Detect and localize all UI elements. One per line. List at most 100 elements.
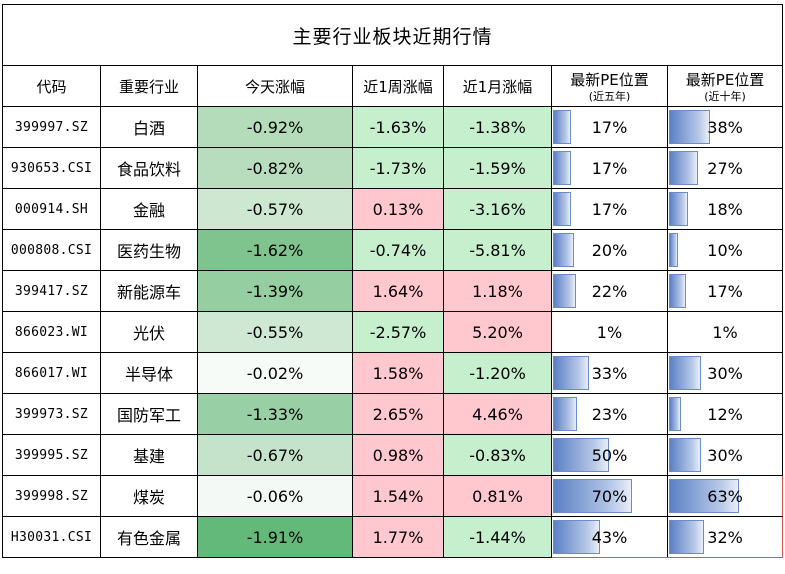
cell-pe-5y[interactable]: 70%: [551, 475, 668, 517]
cell-code[interactable]: 399973.SZ: [2, 393, 101, 435]
cell-industry[interactable]: 有色金属: [100, 516, 198, 558]
cell-month-change[interactable]: 4.46%: [443, 393, 552, 435]
cell-week-change[interactable]: 1.58%: [352, 352, 444, 394]
cell-industry[interactable]: 国防军工: [100, 393, 198, 435]
cell-pe-5y[interactable]: 43%: [551, 516, 668, 558]
cell-week-change[interactable]: 1.54%: [352, 475, 444, 517]
cell-today-change[interactable]: -0.92%: [197, 106, 353, 148]
cell-week-change[interactable]: -1.63%: [352, 106, 444, 148]
cell-today-change[interactable]: -0.57%: [197, 188, 353, 230]
cell-pe-10y[interactable]: 30%: [666, 434, 784, 476]
cell-pe-10y[interactable]: 63%: [666, 475, 784, 517]
pe-data-bar: [669, 397, 681, 431]
cell-industry[interactable]: 新能源车: [100, 270, 198, 312]
cell-pe-5y[interactable]: 23%: [551, 393, 668, 435]
pe-data-bar: [553, 356, 589, 390]
table-row: 399997.SZ 白酒 -0.92% -1.63% -1.38% 17% 38%: [2, 106, 784, 148]
cell-code[interactable]: H30031.CSI: [2, 516, 101, 558]
cell-industry[interactable]: 光伏: [100, 311, 198, 353]
cell-pe-5y[interactable]: 50%: [551, 434, 668, 476]
header-pe-10y[interactable]: 最新PE位置 (近十年): [666, 65, 784, 107]
pe-data-bar: [553, 274, 577, 308]
cell-pe-5y[interactable]: 17%: [551, 188, 668, 230]
cell-industry[interactable]: 食品饮料: [100, 147, 198, 189]
cell-month-change[interactable]: -1.59%: [443, 147, 552, 189]
pe-value: 17%: [707, 281, 743, 301]
pe-value: 43%: [591, 527, 628, 547]
cell-pe-10y[interactable]: 30%: [666, 352, 784, 394]
table-row: 399973.SZ 国防军工 -1.33% 2.65% 4.46% 23% 12%: [2, 393, 784, 435]
cell-pe-5y[interactable]: 33%: [551, 352, 668, 394]
cell-week-change[interactable]: 1.64%: [352, 270, 444, 312]
cell-industry[interactable]: 半导体: [100, 352, 198, 394]
cell-month-change[interactable]: -1.38%: [443, 106, 552, 148]
cell-pe-10y[interactable]: 38%: [666, 106, 784, 148]
header-month-change[interactable]: 近1月涨幅: [443, 65, 552, 107]
cell-week-change[interactable]: 1.77%: [352, 516, 444, 558]
cell-month-change[interactable]: -0.83%: [443, 434, 552, 476]
cell-pe-5y[interactable]: 1%: [551, 311, 668, 353]
pe-data-bar: [553, 479, 632, 513]
cell-pe-10y[interactable]: 18%: [666, 188, 784, 230]
cell-code[interactable]: 930653.CSI: [2, 147, 101, 189]
cell-week-change[interactable]: -0.74%: [352, 229, 444, 271]
cell-month-change[interactable]: -1.44%: [443, 516, 552, 558]
cell-pe-5y[interactable]: 22%: [551, 270, 668, 312]
cell-today-change[interactable]: -0.02%: [197, 352, 353, 394]
cell-today-change[interactable]: -0.55%: [197, 311, 353, 353]
cell-industry[interactable]: 煤炭: [100, 475, 198, 517]
header-industry[interactable]: 重要行业: [100, 65, 198, 107]
cell-month-change[interactable]: -5.81%: [443, 229, 552, 271]
table-row: 866017.WI 半导体 -0.02% 1.58% -1.20% 33% 30%: [2, 352, 784, 394]
cell-pe-10y[interactable]: 10%: [666, 229, 784, 271]
cell-month-change[interactable]: -1.20%: [443, 352, 552, 394]
cell-today-change[interactable]: -1.62%: [197, 229, 353, 271]
cell-industry[interactable]: 医药生物: [100, 229, 198, 271]
cell-pe-10y[interactable]: 12%: [666, 393, 784, 435]
cell-code[interactable]: 000808.CSI: [2, 229, 101, 271]
cell-code[interactable]: 399417.SZ: [2, 270, 101, 312]
cell-pe-5y[interactable]: 20%: [551, 229, 668, 271]
cell-week-change[interactable]: -1.73%: [352, 147, 444, 189]
cell-pe-10y[interactable]: 17%: [666, 270, 784, 312]
cell-week-change[interactable]: 0.13%: [352, 188, 444, 230]
header-week-change[interactable]: 近1周涨幅: [352, 65, 444, 107]
cell-today-change[interactable]: -0.82%: [197, 147, 353, 189]
cell-industry[interactable]: 基建: [100, 434, 198, 476]
cell-code[interactable]: 399997.SZ: [2, 106, 101, 148]
pe-data-bar: [669, 151, 698, 185]
cell-industry[interactable]: 金融: [100, 188, 198, 230]
cell-code[interactable]: 399998.SZ: [2, 475, 101, 517]
cell-week-change[interactable]: 2.65%: [352, 393, 444, 435]
cell-week-change[interactable]: 0.98%: [352, 434, 444, 476]
cell-pe-5y[interactable]: 17%: [551, 106, 668, 148]
pe-value: 1%: [712, 322, 738, 342]
cell-pe-5y[interactable]: 17%: [551, 147, 668, 189]
cell-today-change[interactable]: -1.39%: [197, 270, 353, 312]
cell-code[interactable]: 866017.WI: [2, 352, 101, 394]
header-code[interactable]: 代码: [2, 65, 101, 107]
cell-month-change[interactable]: -3.16%: [443, 188, 552, 230]
cell-code[interactable]: 000914.SH: [2, 188, 101, 230]
cell-pe-10y[interactable]: 27%: [666, 147, 784, 189]
header-pe-5y[interactable]: 最新PE位置 (近五年): [551, 65, 668, 107]
cell-month-change[interactable]: 0.81%: [443, 475, 552, 517]
cell-week-change[interactable]: -2.57%: [352, 311, 444, 353]
cell-code[interactable]: 399995.SZ: [2, 434, 101, 476]
pe-value: 63%: [707, 486, 743, 506]
cell-code[interactable]: 866023.WI: [2, 311, 101, 353]
cell-pe-10y[interactable]: 1%: [666, 311, 784, 353]
cell-today-change[interactable]: -0.67%: [197, 434, 353, 476]
cell-month-change[interactable]: 5.20%: [443, 311, 552, 353]
header-today-change[interactable]: 今天涨幅: [197, 65, 353, 107]
cell-industry[interactable]: 白酒: [100, 106, 198, 148]
cell-today-change[interactable]: -1.91%: [197, 516, 353, 558]
cell-today-change[interactable]: -1.33%: [197, 393, 353, 435]
cell-today-change[interactable]: -0.06%: [197, 475, 353, 517]
table-row: 399995.SZ 基建 -0.67% 0.98% -0.83% 50% 30%: [2, 434, 784, 476]
table-row: 399417.SZ 新能源车 -1.39% 1.64% 1.18% 22% 17%: [2, 270, 784, 312]
table-row: 930653.CSI 食品饮料 -0.82% -1.73% -1.59% 17% 27%: [2, 147, 784, 189]
cell-month-change[interactable]: 1.18%: [443, 270, 552, 312]
cell-pe-10y[interactable]: 32%: [666, 516, 784, 558]
table-row: 000914.SH 金融 -0.57% 0.13% -3.16% 17% 18%: [2, 188, 784, 230]
